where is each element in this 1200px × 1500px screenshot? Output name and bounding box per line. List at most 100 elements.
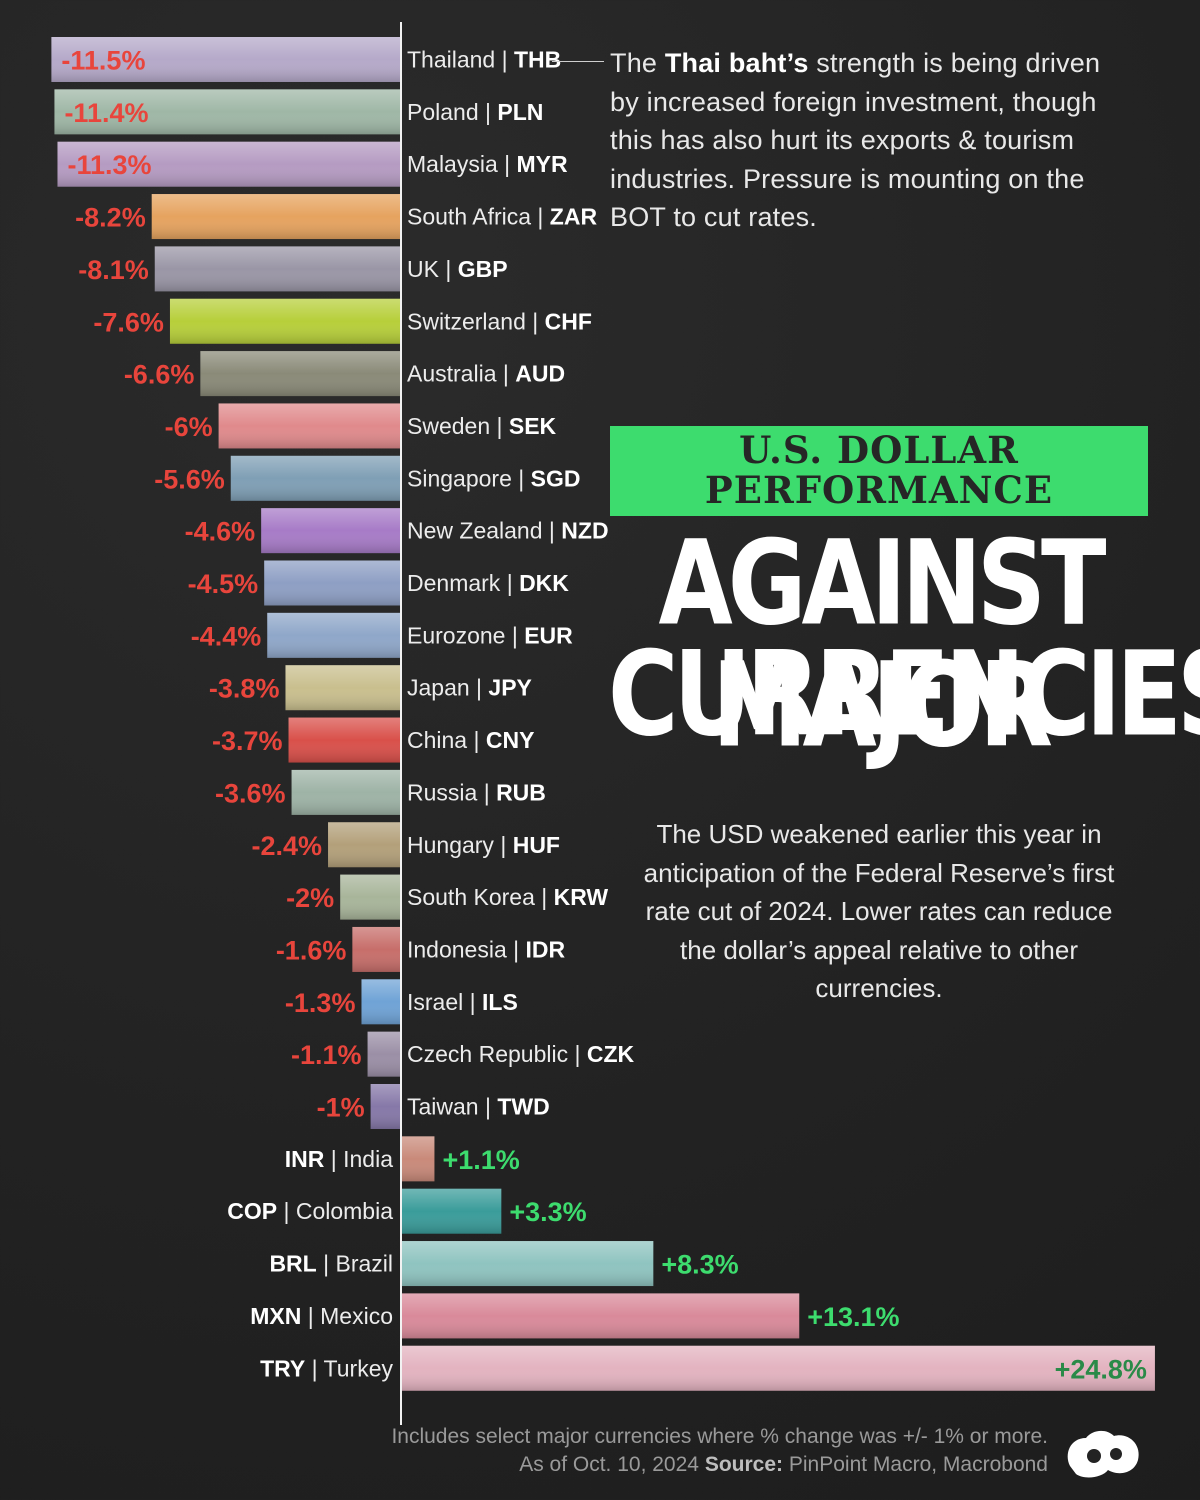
currency-code-ils: ILS	[482, 989, 518, 1015]
country-name-eur: Eurozone |	[407, 622, 524, 648]
country-name-cop: | Colombia	[277, 1198, 393, 1224]
bar-shine-mxn	[401, 1293, 800, 1339]
row-label-eur: Eurozone | EUR	[407, 622, 573, 648]
value-label-sgd: -5.6%	[154, 464, 225, 494]
value-label-gbp: -8.1%	[78, 255, 149, 285]
bar-shine-chf	[169, 298, 401, 344]
country-name-pln: Poland |	[407, 99, 497, 125]
bar-shine-myr	[57, 141, 401, 187]
currency-code-thb: THB	[514, 47, 561, 73]
currency-code-cny: CNY	[486, 727, 535, 753]
row-label-myr: Malaysia | MYR	[407, 151, 568, 177]
row-label-inr: INR | India	[285, 1146, 393, 1172]
currency-code-huf: HUF	[513, 832, 560, 858]
thailand-annotation: The Thai baht’s strength is being driven…	[610, 44, 1130, 237]
bar-shine-thb	[51, 37, 402, 82]
row-label-jpy: Japan | JPY	[407, 675, 532, 701]
country-name-try: | Turkey	[305, 1355, 393, 1381]
row-label-nzd: New Zealand | NZD	[407, 518, 609, 544]
footer-source-label: Source:	[704, 1453, 784, 1476]
value-label-twd: -1%	[317, 1093, 365, 1123]
currency-code-cop: COP	[227, 1198, 277, 1224]
country-name-krw: South Korea |	[407, 884, 554, 910]
value-label-idr: -1.6%	[276, 935, 347, 965]
title-line-2: PERFORMANCE	[704, 468, 1054, 512]
country-name-jpy: Japan |	[407, 675, 488, 701]
bar-shine-try	[401, 1345, 1155, 1391]
value-label-czk: -1.1%	[291, 1040, 362, 1070]
row-label-twd: Taiwan | TWD	[407, 1094, 550, 1120]
row-label-zar: South Africa | ZAR	[407, 204, 597, 230]
country-name-zar: South Africa |	[407, 204, 550, 230]
value-label-eur: -4.4%	[191, 621, 262, 651]
value-label-myr: -11.3%	[67, 150, 151, 180]
footer-source-line: As of Oct. 10, 2024 Source: PinPoint Mac…	[391, 1451, 1048, 1479]
brand-logo-icon	[1067, 1430, 1139, 1478]
bar-shine-aud	[200, 351, 401, 397]
currency-code-eur: EUR	[524, 622, 573, 648]
value-label-cny: -3.7%	[212, 726, 283, 756]
title-line-1: U.S. DOLLAR	[739, 428, 1019, 472]
row-label-chf: Switzerland | CHF	[407, 308, 592, 334]
currency-code-rub: RUB	[496, 779, 546, 805]
row-label-aud: Australia | AUD	[407, 361, 565, 387]
country-name-brl: | Brazil	[317, 1251, 393, 1277]
value-label-rub: -3.6%	[215, 778, 286, 808]
row-label-mxn: MXN | Mexico	[250, 1303, 393, 1329]
title-line-3: AGAINST MAJOR	[658, 514, 1106, 774]
country-name-ils: Israel |	[407, 989, 482, 1015]
currency-code-myr: MYR	[517, 151, 569, 177]
bar-shine-sek	[218, 403, 401, 449]
currency-code-aud: AUD	[515, 361, 565, 387]
row-label-cny: China | CNY	[407, 727, 534, 753]
row-label-try: TRY | Turkey	[260, 1355, 393, 1381]
bar-shine-twd	[370, 1084, 401, 1129]
currency-code-zar: ZAR	[550, 204, 598, 230]
bar-shine-huf	[328, 822, 401, 868]
country-name-sgd: Singapore |	[407, 465, 531, 491]
bar-shine-dkk	[264, 560, 401, 606]
country-name-thb: Thailand |	[407, 47, 514, 73]
row-label-huf: Hungary | HUF	[407, 832, 560, 858]
row-label-krw: South Korea | KRW	[407, 884, 608, 910]
title-banner: U.S. DOLLAR PERFORMANCE	[610, 426, 1148, 516]
country-name-myr: Malaysia |	[407, 151, 517, 177]
value-label-cop: +3.3%	[509, 1197, 586, 1227]
currency-code-sgd: SGD	[531, 465, 581, 491]
value-label-brl: +8.3%	[661, 1250, 738, 1280]
currency-code-sek: SEK	[509, 413, 557, 439]
row-label-dkk: Denmark | DKK	[407, 570, 569, 596]
value-label-try: +24.8%	[1055, 1354, 1147, 1384]
currency-code-chf: CHF	[545, 308, 592, 334]
bar-shine-cop	[401, 1188, 502, 1234]
bars-group: -11.5% Thailand | THB -11.4% Poland | PLN -1…	[51, 37, 1155, 1391]
bar-shine-zar	[151, 194, 401, 240]
value-label-huf: -2.4%	[251, 831, 322, 861]
value-label-inr: +1.1%	[442, 1145, 519, 1175]
row-label-cop: COP | Colombia	[227, 1198, 393, 1224]
chart-description: The USD weakened earlier this year in an…	[643, 819, 1115, 1003]
country-name-inr: | India	[324, 1146, 393, 1172]
row-label-pln: Poland | PLN	[407, 99, 543, 125]
annotation-connector	[552, 61, 604, 62]
bar-shine-idr	[352, 926, 401, 972]
currency-code-brl: BRL	[269, 1251, 316, 1277]
country-name-sek: Sweden |	[407, 413, 509, 439]
country-name-twd: Taiwan |	[407, 1094, 497, 1120]
country-name-aud: Australia |	[407, 361, 515, 387]
value-label-chf: -7.6%	[93, 307, 164, 337]
country-name-dkk: Denmark |	[407, 570, 519, 596]
footer-note: Includes select major currencies where %…	[391, 1425, 1048, 1448]
bar-shine-ils	[361, 979, 401, 1025]
bar-shine-czk	[367, 1031, 401, 1077]
value-label-mxn: +13.1%	[807, 1302, 899, 1332]
row-label-rub: Russia | RUB	[407, 779, 546, 805]
currency-code-twd: TWD	[497, 1094, 549, 1120]
row-label-sek: Sweden | SEK	[407, 413, 557, 439]
footer-source: PinPoint Macro, Macrobond	[788, 1453, 1048, 1476]
annotation-bold: Thai baht’s	[664, 48, 809, 78]
row-label-gbp: UK | GBP	[407, 256, 508, 282]
bar-shine-brl	[401, 1241, 654, 1287]
bar-shine-gbp	[154, 246, 401, 292]
footer: Includes select major currencies where %…	[391, 1423, 1048, 1479]
